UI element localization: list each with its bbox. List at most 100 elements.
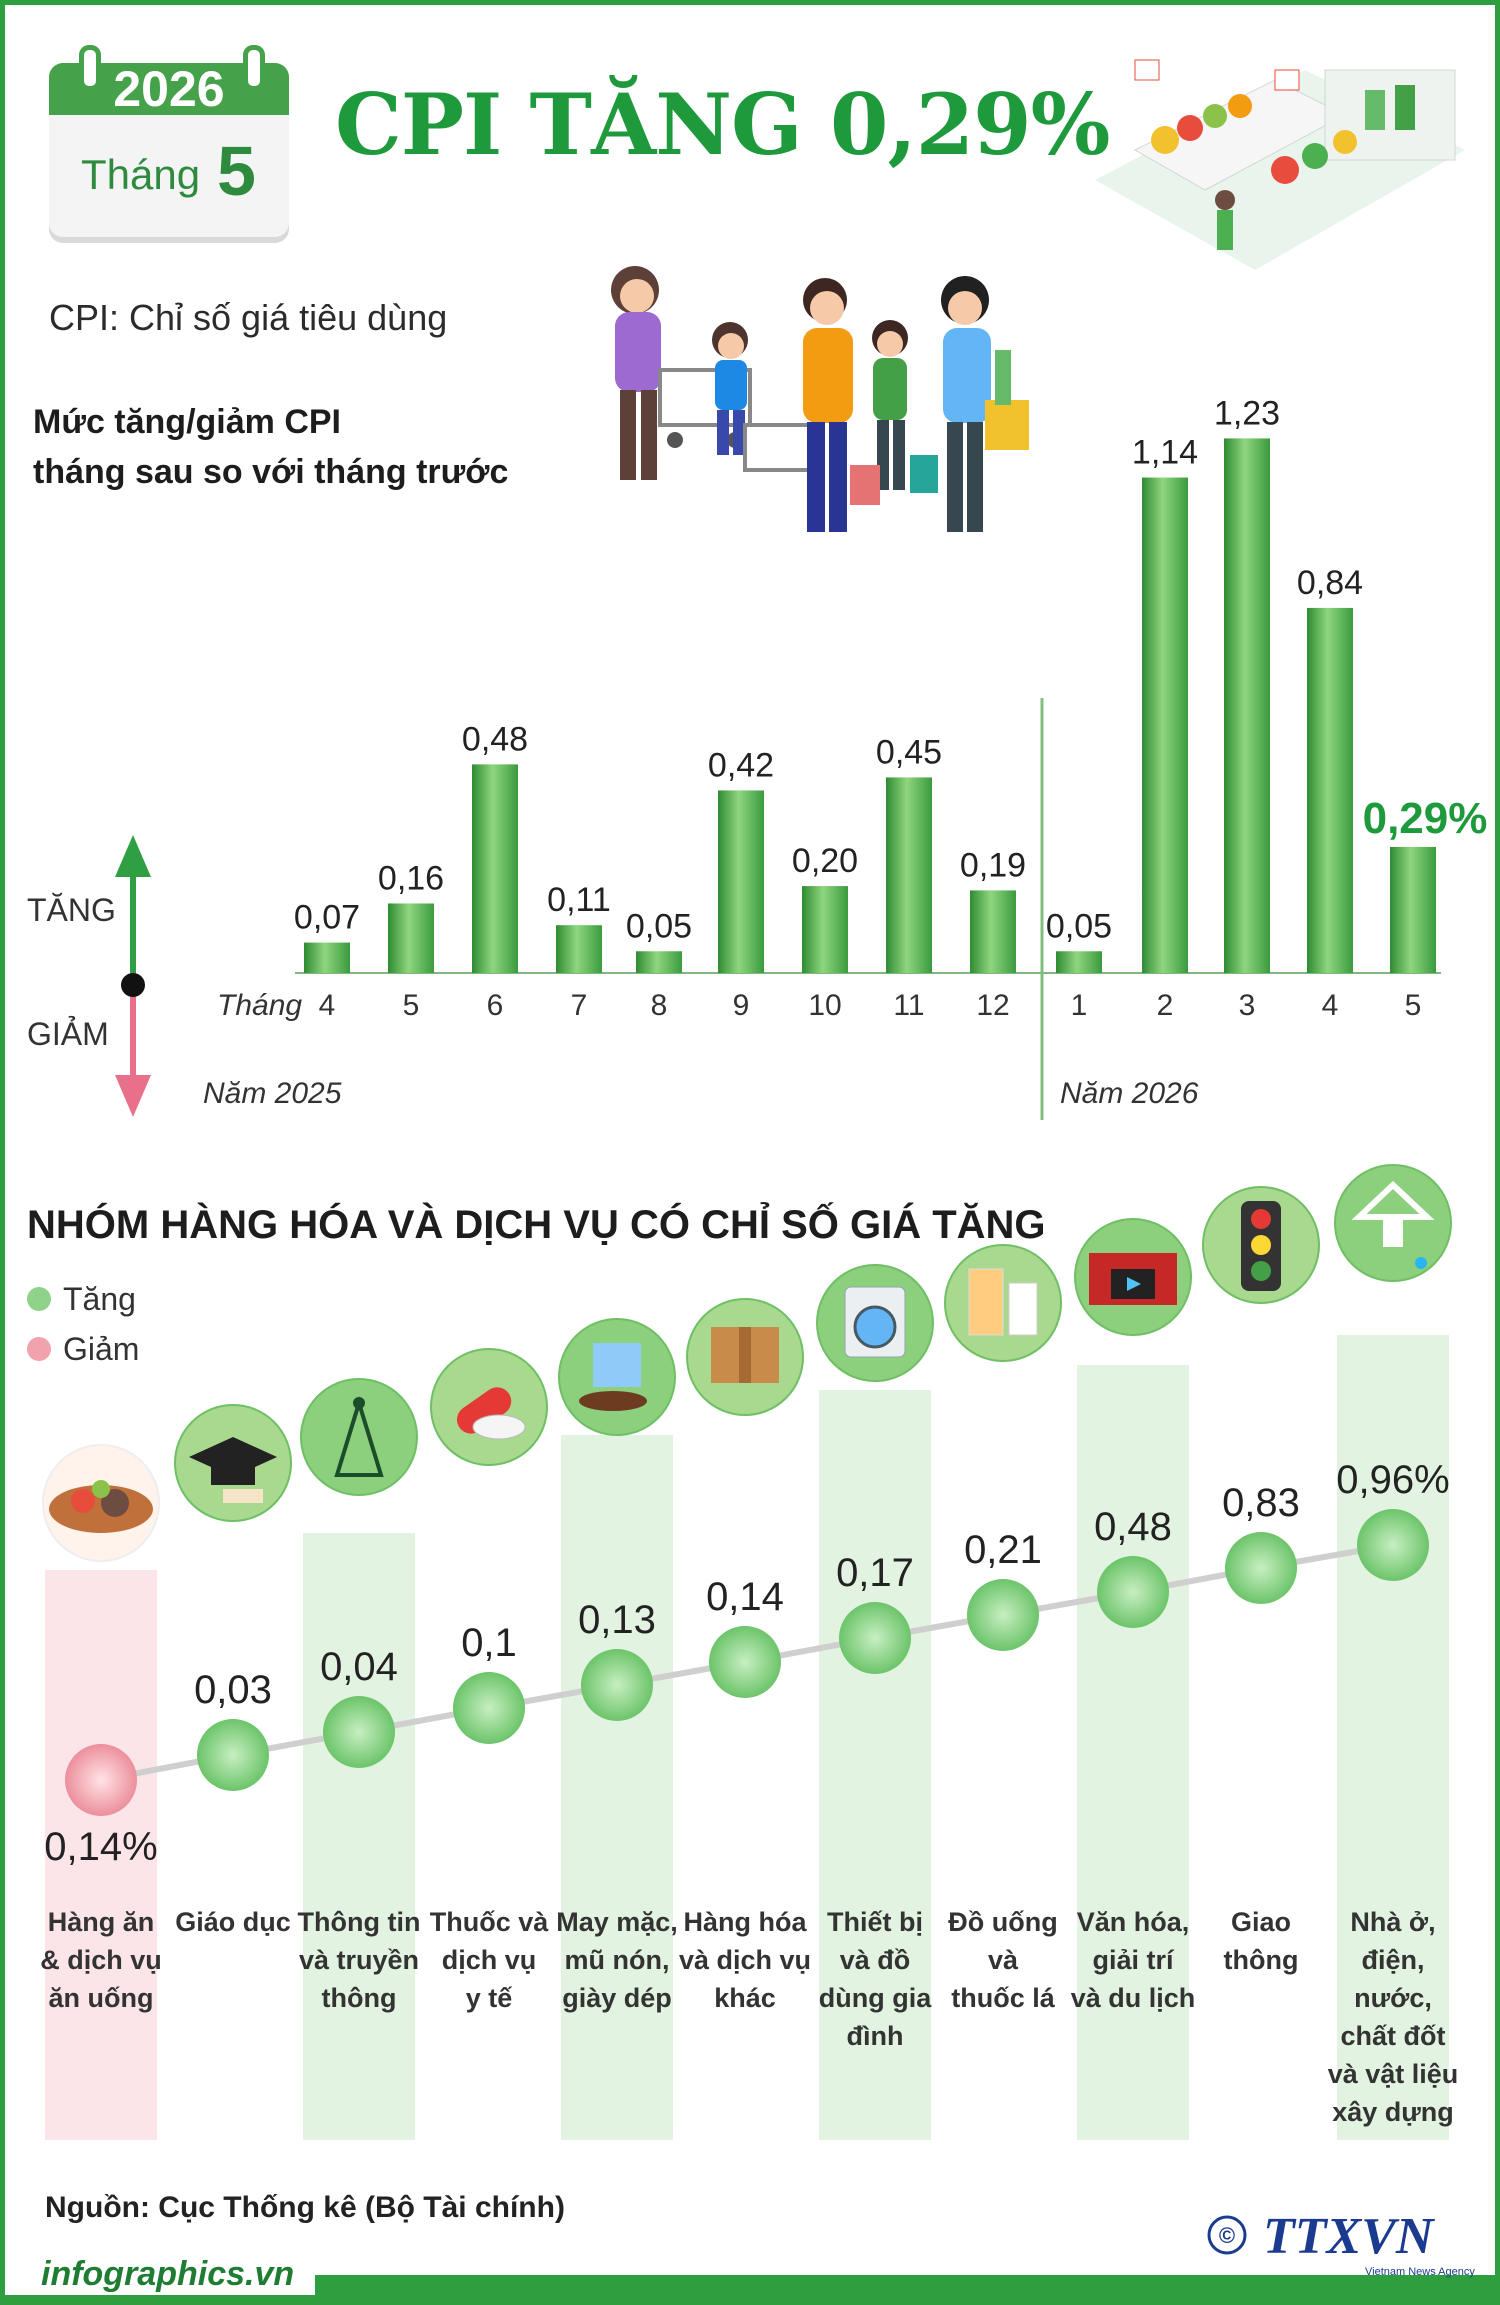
monthly-cpi-bar-chart: TĂNG GIẢM Tháng 0,07 4 0,16 5 0,48 6 0,11 7 0,05 8 0,… <box>27 394 1487 1120</box>
data-point-7 <box>839 1602 911 1674</box>
data-point-2 <box>197 1719 269 1791</box>
category-label-5-line-1: May mặc, <box>556 1907 678 1937</box>
chart2-title: NHÓM HÀNG HÓA VÀ DỊCH VỤ CÓ CHỈ SỐ GIÁ T… <box>27 1203 1046 1247</box>
month-tick-12: 3 <box>1239 989 1256 1022</box>
category-stripe-3 <box>303 1533 415 2140</box>
bar-6 <box>718 790 764 973</box>
bar-7 <box>802 886 848 973</box>
drink-cigarette-icon <box>944 1244 1062 1362</box>
data-value-label-6: 0,14 <box>706 1575 784 1619</box>
category-stripe-7 <box>819 1390 931 2140</box>
bar-2 <box>388 903 434 973</box>
bar-value-label-11: 1,14 <box>1132 434 1198 472</box>
ttxvn-subtitle: Vietnam News Agency <box>1365 2266 1475 2278</box>
category-stripe-1 <box>45 1570 157 2140</box>
data-value-label-4: 0,1 <box>461 1621 517 1665</box>
month-tick-10: 1 <box>1071 989 1088 1022</box>
calendar-year: 2026 <box>113 61 225 117</box>
category-label-9-line-2: giải trí <box>1092 1945 1175 1975</box>
year-label-2025: Năm 2025 <box>203 1077 342 1110</box>
bar-11 <box>1142 477 1188 973</box>
category-label-8-line-1: Đồ uống <box>948 1907 1057 1937</box>
copyright-mark: © <box>1219 2223 1235 2248</box>
family-shopping-illustration <box>611 266 1029 532</box>
data-value-label-5: 0,13 <box>578 1598 656 1642</box>
calendar-month-number: 5 <box>217 132 256 210</box>
category-price-index-chart: 0,14% 0,03 0,04 0,1 0,13 0,14 0,17 0,21 0,48 0,83… <box>40 1164 1459 2140</box>
bar-4 <box>556 925 602 973</box>
category-label-4-line-3: y tế <box>466 1983 514 2013</box>
category-label-11-line-1: Nhà ở, <box>1350 1907 1435 1937</box>
bar-1 <box>304 942 350 973</box>
category-label-6-line-2: và dịch vụ <box>679 1945 811 1975</box>
bar-value-label-4: 0,11 <box>547 881 611 919</box>
footer-bar <box>315 2275 1495 2295</box>
data-point-1 <box>65 1744 137 1816</box>
chart1-title-line1: Mức tăng/giảm CPI <box>33 403 341 441</box>
category-stripe-5 <box>561 1435 673 2140</box>
month-tick-4: 7 <box>571 989 588 1022</box>
source-note: Nguồn: Cục Thống kê (Bộ Tài chính) <box>45 2191 565 2224</box>
calendar-body <box>49 115 289 237</box>
category-label-11-line-4: chất đốt <box>1341 2021 1446 2051</box>
category-stripe-11 <box>1337 1335 1449 2140</box>
category-label-8-line-3: thuốc lá <box>951 1983 1055 2013</box>
category-label-7-line-4: đình <box>847 2021 904 2051</box>
arrow-up-icon <box>115 835 151 877</box>
bar-value-label-12: 1,23 <box>1214 394 1280 432</box>
calendar-ring-right <box>243 45 265 91</box>
page-subtitle: CPI: Chỉ số giá tiêu dùng <box>49 297 448 338</box>
data-value-label-9: 0,48 <box>1094 1505 1172 1549</box>
data-value-label-8: 0,21 <box>964 1528 1042 1572</box>
category-label-11-line-5: và vật liệu <box>1328 2059 1459 2089</box>
bar-value-label-7: 0,20 <box>792 842 858 880</box>
month-tick-9: 12 <box>976 989 1009 1022</box>
legend-down-label: Giảm <box>63 1331 140 1367</box>
pill-capsule-icon <box>430 1348 548 1466</box>
footer-site: infographics.vn <box>41 2255 295 2293</box>
data-value-label-3: 0,04 <box>320 1645 398 1689</box>
category-label-3-line-2: và truyền <box>299 1945 419 1975</box>
month-tick-5: 8 <box>651 989 668 1022</box>
category-label-1-line-1: Hàng ăn <box>48 1907 155 1937</box>
category-label-1-line-3: ăn uống <box>49 1983 154 2013</box>
data-point-6 <box>709 1626 781 1698</box>
category-label-7-line-3: dùng gia <box>819 1983 932 2013</box>
traffic-light-icon <box>1202 1186 1320 1304</box>
month-tick-14: 5 <box>1405 989 1422 1022</box>
bar-value-label-10: 0,05 <box>1046 907 1112 945</box>
data-value-label-11: 0,96% <box>1336 1458 1449 1502</box>
calendar-ring-left <box>79 45 101 91</box>
category-label-3-line-3: thông <box>322 1983 397 2013</box>
data-value-label-2: 0,03 <box>194 1668 272 1712</box>
bar-value-label-9: 0,19 <box>960 846 1026 884</box>
category-label-10-line-2: thông <box>1224 1945 1299 1975</box>
page-title: CPI TĂNG 0,29% <box>335 75 1110 174</box>
month-tick-11: 2 <box>1157 989 1174 1022</box>
month-tick-8: 11 <box>893 989 924 1022</box>
arrow-origin-dot <box>121 973 145 997</box>
antenna-tower-icon-bg <box>300 1378 418 1496</box>
category-stripe-9 <box>1077 1365 1189 2140</box>
data-point-9 <box>1097 1556 1169 1628</box>
graduation-cap-icon <box>174 1404 292 1522</box>
antenna-tower-icon <box>300 1378 418 1496</box>
bar-12 <box>1224 438 1270 973</box>
category-label-7-line-2: và đồ <box>840 1945 911 1975</box>
data-point-5 <box>581 1649 653 1721</box>
bar-value-label-3: 0,48 <box>462 720 528 758</box>
category-label-2-line-1: Giáo dục <box>175 1907 291 1937</box>
market-stall-illustration <box>1095 59 1465 270</box>
house-plug-icon <box>1334 1164 1452 1282</box>
data-value-label-7: 0,17 <box>836 1551 914 1595</box>
bar-9 <box>970 890 1016 973</box>
bar-3 <box>472 764 518 973</box>
year-label-2026: Năm 2026 <box>1060 1077 1199 1110</box>
bar-value-label-5: 0,05 <box>626 907 692 945</box>
month-tick-7: 10 <box>808 989 841 1022</box>
category-label-11-line-6: xây dựng <box>1332 2097 1454 2127</box>
legend-down-dot <box>27 1337 51 1361</box>
food-plate-icon <box>42 1444 160 1562</box>
ttxvn-logo: © TTXVN Vietnam News Agency <box>1207 2208 1475 2278</box>
data-point-11 <box>1357 1509 1429 1581</box>
